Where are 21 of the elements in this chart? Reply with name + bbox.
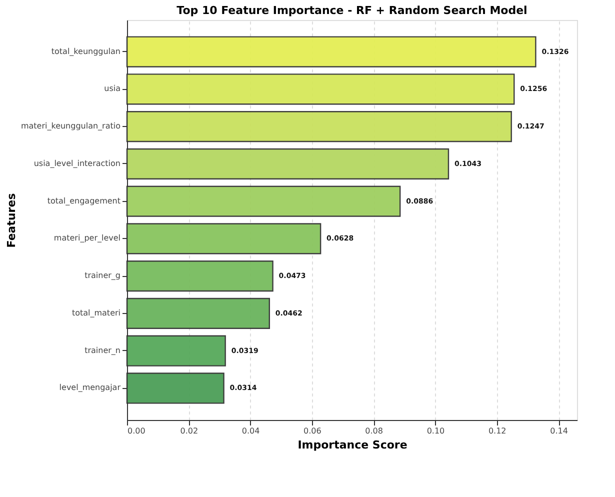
y-tick-label: total_engagement (47, 196, 120, 206)
y-tick-label: materi_keunggulan_ratio (20, 122, 121, 131)
y-tick-label: level_mengajar (59, 383, 122, 392)
x-tick-label: 0.04 (242, 426, 260, 436)
x-tick-label: 0.12 (488, 426, 506, 436)
x-axis-title: Importance Score (298, 438, 408, 452)
y-axis-title: Features (4, 192, 18, 248)
x-tick-label: 0.08 (365, 426, 383, 436)
y-tick-label: usia_level_interaction (34, 158, 120, 168)
x-tick-label: 0.14 (550, 426, 568, 436)
y-tick-label: trainer_n (84, 346, 120, 355)
x-tick-label: 0.10 (426, 426, 445, 436)
y-tick-label: materi_per_level (54, 234, 120, 243)
y-tick-label: total_materi (72, 308, 120, 318)
chart-title: Top 10 Feature Importance - RF + Random Search Model (176, 4, 528, 17)
y-tick-label: usia (104, 84, 121, 94)
x-tick-label: 0.02 (180, 426, 198, 436)
x-tick-label: 0.00 (128, 426, 146, 436)
x-tick-label: 0.06 (304, 426, 322, 436)
y-tick-label: total_keunggulan (51, 46, 120, 56)
y-tick-label: trainer_g (84, 271, 120, 280)
